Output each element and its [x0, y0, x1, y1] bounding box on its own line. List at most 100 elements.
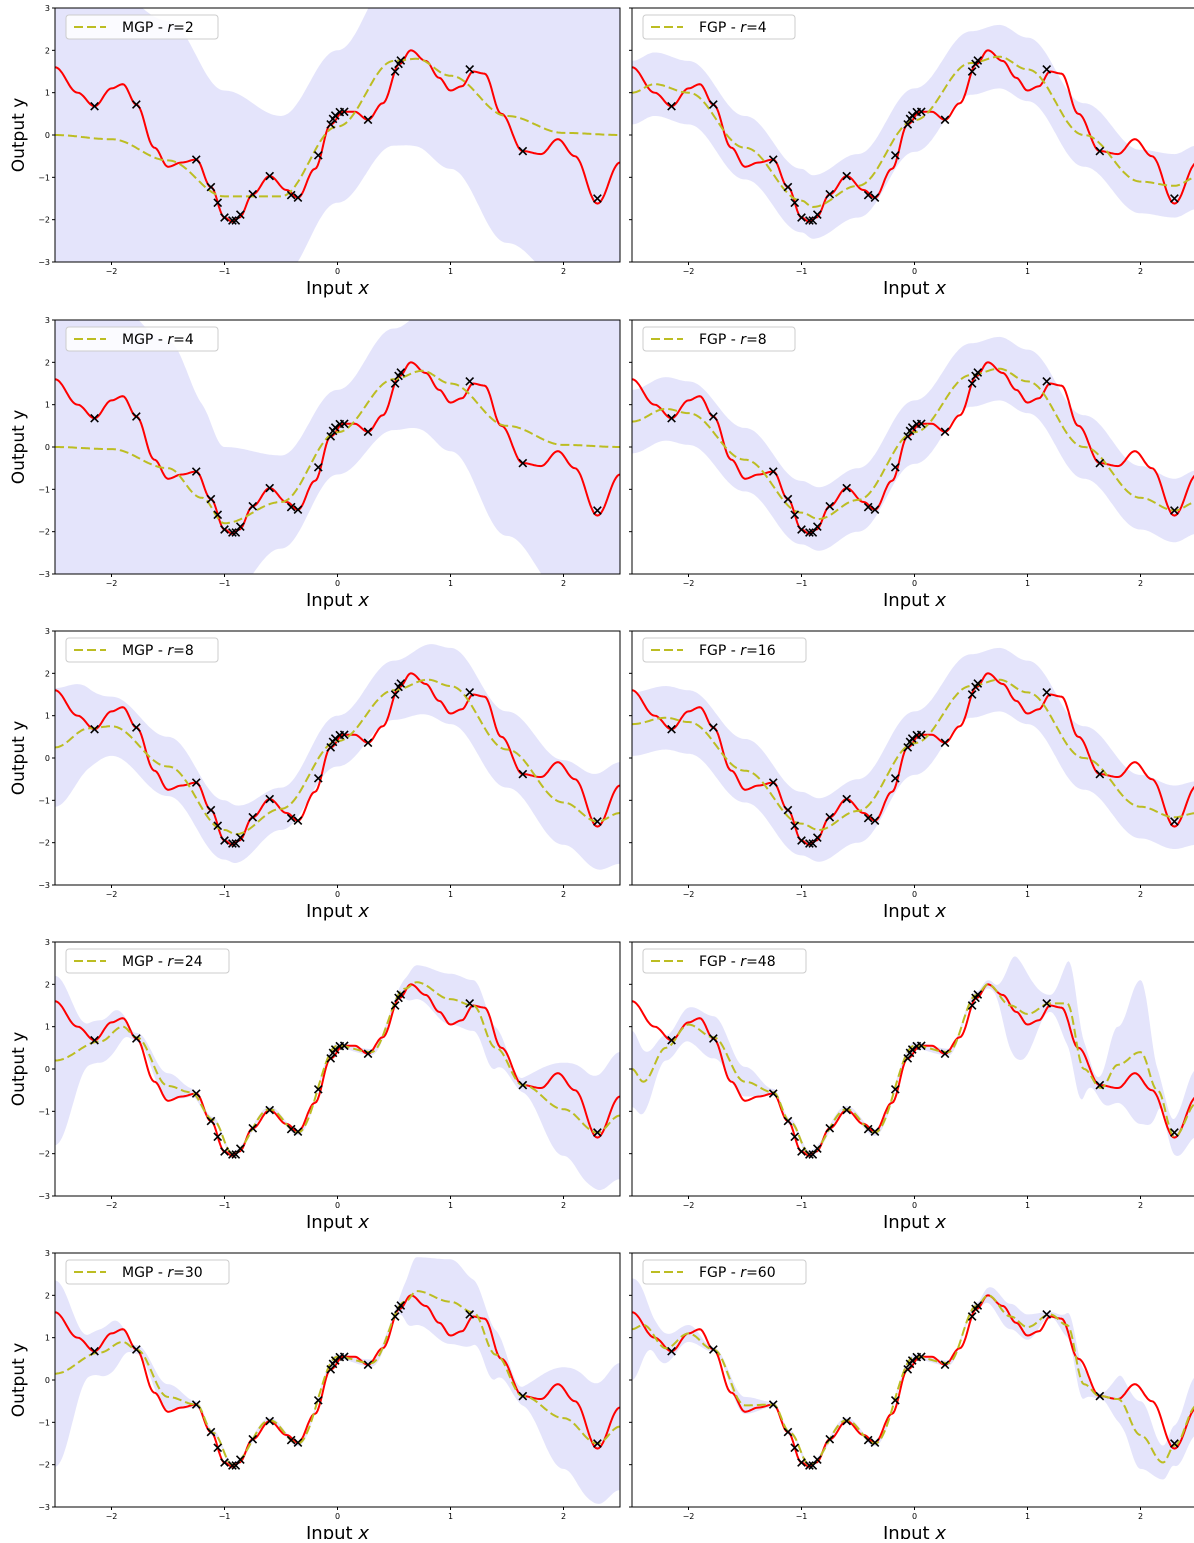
y-tick-label: 1 [45, 712, 50, 721]
legend-label: MGP - r=8 [122, 643, 194, 659]
x-axis-label: Input x [883, 901, 946, 922]
training-point [808, 1461, 818, 1470]
x-tick-label: −1 [219, 1512, 231, 1521]
x-tick-label: 1 [1025, 1512, 1030, 1521]
training-point [805, 216, 814, 225]
training-point [708, 723, 718, 732]
x-tick-label: 2 [1138, 890, 1143, 899]
training-point [330, 111, 340, 120]
training-point [940, 115, 950, 125]
x-tick-label: 0 [335, 1201, 340, 1210]
x-tick-label: −2 [683, 1201, 695, 1210]
training-point [235, 1455, 245, 1464]
training-point [797, 525, 806, 534]
training-point [1042, 1310, 1052, 1319]
training-point [790, 510, 800, 520]
training-point [90, 413, 99, 423]
uncertainty-band [632, 336, 1194, 551]
training-point [313, 1395, 323, 1405]
training-point [220, 836, 229, 845]
training-point [1095, 458, 1105, 468]
training-point [667, 1346, 676, 1356]
training-point [973, 368, 983, 377]
x-tick-label: −1 [796, 1201, 808, 1210]
training-point [842, 1105, 852, 1115]
training-point [783, 805, 793, 815]
x-tick-label: −1 [219, 1201, 231, 1210]
panel-7: −2 −1 0 1 2 −3 −2 −1 0 1 2 3 Input x Output y MGP - r=… [9, 938, 621, 1233]
predictive-mean-line [632, 1294, 1194, 1466]
x-axis-label: Input x [306, 1523, 369, 1539]
training-point [326, 743, 336, 752]
x-tick-label: 1 [1025, 579, 1030, 588]
training-point [518, 1080, 528, 1090]
training-point [363, 738, 373, 748]
plot-area [632, 24, 1194, 239]
training-point [363, 1049, 373, 1059]
y-tick-label: −1 [38, 485, 50, 494]
training-point [890, 1084, 900, 1094]
training-point [967, 690, 977, 699]
legend-box [642, 637, 807, 663]
y-tick-label: −2 [38, 1150, 50, 1159]
training-point [228, 1150, 237, 1159]
training-point [1095, 1391, 1105, 1401]
x-axis-label: Input x [883, 1212, 946, 1233]
training-point [330, 734, 340, 743]
plot-area [55, 965, 620, 1190]
training-point [228, 839, 237, 848]
training-point [326, 1054, 336, 1063]
y-tick-label: −1 [38, 1107, 50, 1116]
x-axis-label: Input x [306, 278, 369, 299]
y-tick-label: −3 [38, 570, 50, 579]
training-point [863, 813, 873, 823]
training-point [863, 1124, 873, 1134]
x-axis-label: Input x [306, 901, 369, 922]
training-point [465, 1310, 475, 1319]
y-tick-label: 0 [45, 1065, 50, 1074]
training-point [248, 189, 258, 199]
training-point [206, 1116, 216, 1126]
x-tick-label: 1 [1025, 890, 1030, 899]
plot-area [55, 1257, 620, 1504]
y-axis-label: Output y [9, 410, 29, 485]
plot-area [632, 647, 1194, 862]
training-point [903, 120, 913, 129]
uncertainty-band [632, 647, 1194, 862]
training-point [808, 216, 818, 225]
legend: MGP - r=2 [65, 14, 219, 40]
training-point [903, 743, 913, 752]
training-point [235, 522, 245, 531]
y-tick-label: −1 [38, 1418, 50, 1427]
training-point [1042, 999, 1052, 1008]
training-point [593, 1128, 602, 1137]
x-axis-label: Input x [306, 1212, 369, 1233]
panel-8: −2 −1 0 1 2 Input x FGP - r=48 [629, 941, 1194, 1233]
training-point [213, 1132, 223, 1142]
x-tick-label: −1 [796, 267, 808, 276]
training-point [363, 1360, 373, 1370]
training-point [1170, 1128, 1179, 1137]
training-point [90, 724, 99, 734]
x-tick-label: 1 [448, 890, 453, 899]
x-tick-label: 2 [561, 1512, 566, 1521]
training-point [790, 1132, 800, 1142]
training-point [206, 1427, 216, 1437]
training-point [220, 213, 229, 222]
x-axis-label: Input x [883, 590, 946, 611]
training-point [870, 193, 880, 203]
predictive-mean-line [632, 55, 1194, 209]
legend-label: FGP - r=4 [699, 20, 767, 36]
x-tick-label: 0 [335, 267, 340, 276]
training-point [842, 483, 852, 493]
training-point [812, 522, 822, 531]
legend-box [65, 14, 219, 40]
legend-box [642, 326, 796, 352]
training-point [805, 1461, 814, 1470]
plot-area [55, 8, 620, 262]
training-point [667, 413, 676, 423]
uncertainty-band [632, 1278, 1194, 1480]
training-point [973, 679, 983, 688]
training-point [248, 501, 258, 511]
training-point [973, 1301, 983, 1310]
